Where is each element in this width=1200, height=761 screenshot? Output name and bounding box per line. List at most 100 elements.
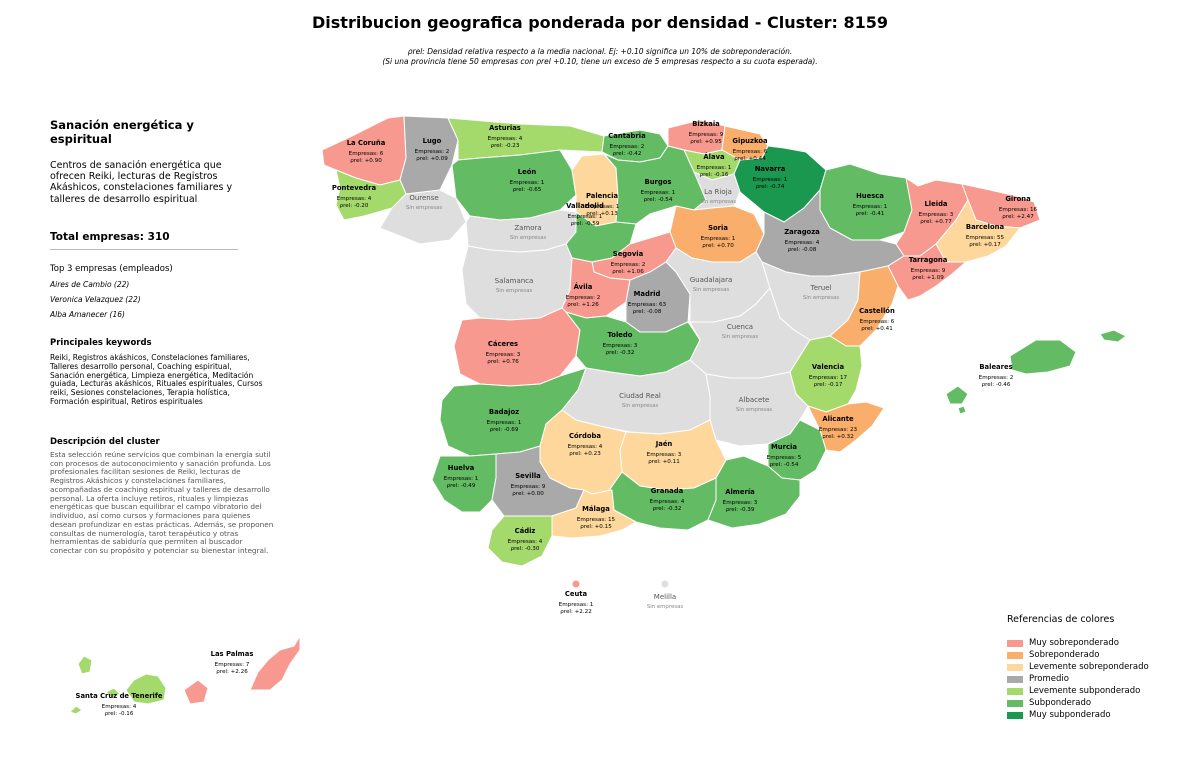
province-name-label: Burgos	[645, 178, 672, 186]
province-count-label: Empresas: 1	[853, 204, 888, 210]
province-count-label: Empresas: 3	[723, 500, 758, 506]
legend-label: Levemente subponderado	[1029, 686, 1141, 696]
province-name-label: León	[518, 168, 537, 176]
island-santa-cruz-de-tenerife	[77, 655, 93, 675]
province-name-label: Cáceres	[488, 340, 518, 348]
island-baleares	[1099, 329, 1127, 343]
cluster-info-panel: Sanación energética y espiritual Centros…	[50, 118, 273, 556]
province-name-label: Baleares	[979, 363, 1012, 371]
color-legend: Referencias de colores Muy sobreponderad…	[1007, 614, 1149, 721]
province-rho-label: ρrel: -0.59	[571, 221, 600, 227]
province-count-label: Empresas: 4	[650, 499, 685, 505]
province-rho-label: ρrel: -0.08	[788, 247, 817, 253]
legend-swatch	[1007, 711, 1023, 719]
province-no-data-label: Sin empresas	[510, 235, 547, 241]
province-rho-label: ρrel: -0.46	[982, 382, 1011, 388]
province-name-label: Madrid	[634, 290, 661, 298]
province-rho-label: ρrel: +0.90	[350, 158, 382, 164]
cluster-name: Sanación energética y espiritual	[50, 118, 194, 146]
keywords-title: Principales keywords	[50, 337, 152, 348]
legend-item: Muy subponderado	[1007, 709, 1149, 721]
province-rho-label: ρrel: -0.49	[447, 483, 476, 489]
province-name-label: Ceuta	[565, 590, 588, 598]
province-count-label: Empresas: 6	[349, 151, 384, 157]
province-name-label: Murcia	[771, 443, 797, 451]
top-company-item: Alba Amanecer (16)	[50, 309, 125, 319]
island-baleares	[957, 405, 967, 415]
legend-swatch	[1007, 663, 1023, 671]
province-count-label: Empresas: 1	[559, 602, 594, 608]
province-rho-label: ρrel: +0.95	[690, 139, 722, 145]
province-count-label: Empresas: 1	[487, 420, 522, 426]
province-rho-label: ρrel: +0.77	[920, 219, 952, 225]
province-name-label: Guadalajara	[690, 276, 733, 284]
legend-item: Sobreponderado	[1007, 649, 1149, 661]
province-rho-label: ρrel: +0.13	[586, 211, 618, 217]
province-rho-label: ρrel: +0.44	[734, 156, 766, 162]
province-ceuta	[571, 579, 581, 589]
province-name-label: Ávila	[574, 282, 593, 291]
province-cadiz	[487, 515, 553, 567]
province-count-label: Empresas: 63	[628, 302, 667, 308]
legend-swatch	[1007, 699, 1023, 707]
island-santa-cruz-de-tenerife	[105, 687, 121, 699]
province-name-label: Sevilla	[515, 472, 541, 480]
province-shapes	[69, 115, 1127, 715]
province-count-label: Empresas: 9	[911, 268, 946, 274]
province-lugo	[399, 115, 459, 195]
province-rho-label: ρrel: -0.08	[633, 309, 662, 315]
province-melilla	[660, 579, 670, 589]
province-count-label: Empresas: 1	[697, 165, 732, 171]
province-name-label: Tarragona	[909, 256, 948, 264]
province-rho-label: ρrel: +0.11	[648, 459, 680, 465]
province-count-label: Empresas: 1	[641, 190, 676, 196]
province-rho-label: ρrel: +0.41	[861, 326, 893, 332]
province-name-label: Huesca	[856, 192, 884, 200]
province-count-label: Empresas: 2	[566, 295, 601, 301]
province-count-label: Empresas: 5	[767, 455, 802, 461]
province-rho-label: ρrel: +2.47	[1002, 214, 1034, 220]
province-name-label: Soria	[708, 224, 728, 232]
province-rho-label: ρrel: -0.39	[726, 507, 755, 513]
province-name-label: La Rioja	[704, 188, 732, 196]
legend-label: Subponderado	[1029, 698, 1092, 708]
legend-swatch	[1007, 639, 1023, 647]
top-company-item: Veronica Velazquez (22)	[50, 294, 141, 304]
province-rho-label: ρrel: +0.00	[512, 491, 544, 497]
province-count-label: Empresas: 15	[577, 517, 616, 523]
province-name-label: Málaga	[582, 505, 610, 513]
province-rho-label: ρrel: +2.26	[216, 669, 248, 675]
province-count-label: Empresas: 7	[215, 662, 250, 668]
province-count-label: Empresas: 4	[102, 704, 137, 710]
description-title: Descripción del cluster	[50, 436, 160, 447]
description-text: Esta selección reúne servicios que combi…	[50, 449, 274, 556]
province-count-label: Empresas: 4	[568, 444, 603, 450]
legend-label: Levemente sobreponderado	[1029, 662, 1149, 672]
province-rho-label: ρrel: +1.09	[912, 275, 944, 281]
province-name-label: Granada	[651, 487, 684, 495]
province-rho-label: ρrel: +0.32	[822, 434, 854, 440]
province-count-label: Empresas: 1	[585, 204, 620, 210]
total-companies: Total empresas: 310	[50, 230, 170, 243]
province-rho-label: ρrel: -0.74	[756, 184, 785, 190]
province-no-data-label: Sin empresas	[622, 403, 659, 409]
province-rho-label: ρrel: -0.20	[340, 203, 369, 209]
province-rho-label: ρrel: -0.65	[513, 187, 542, 193]
province-name-label: Pontevedra	[332, 184, 377, 192]
province-rho-label: ρrel: -0.23	[491, 143, 520, 149]
province-name-label: Córdoba	[569, 432, 601, 440]
province-name-label: Albacete	[739, 396, 770, 404]
province-count-label: Empresas: 55	[966, 235, 1005, 241]
island-las-palmas	[183, 679, 209, 705]
province-count-label: Empresas: 23	[819, 427, 858, 433]
province-rho-label: ρrel: -0.32	[606, 350, 635, 356]
province-rho-label: ρrel: -0.16	[700, 172, 729, 178]
province-count-label: Empresas: 6	[860, 319, 895, 325]
legend-swatch	[1007, 687, 1023, 695]
legend-label: Muy sobreponderado	[1029, 638, 1119, 648]
province-rho-label: ρrel: +2.22	[560, 609, 592, 615]
legend-swatch	[1007, 675, 1023, 683]
province-name-label: Zaragoza	[784, 228, 820, 236]
